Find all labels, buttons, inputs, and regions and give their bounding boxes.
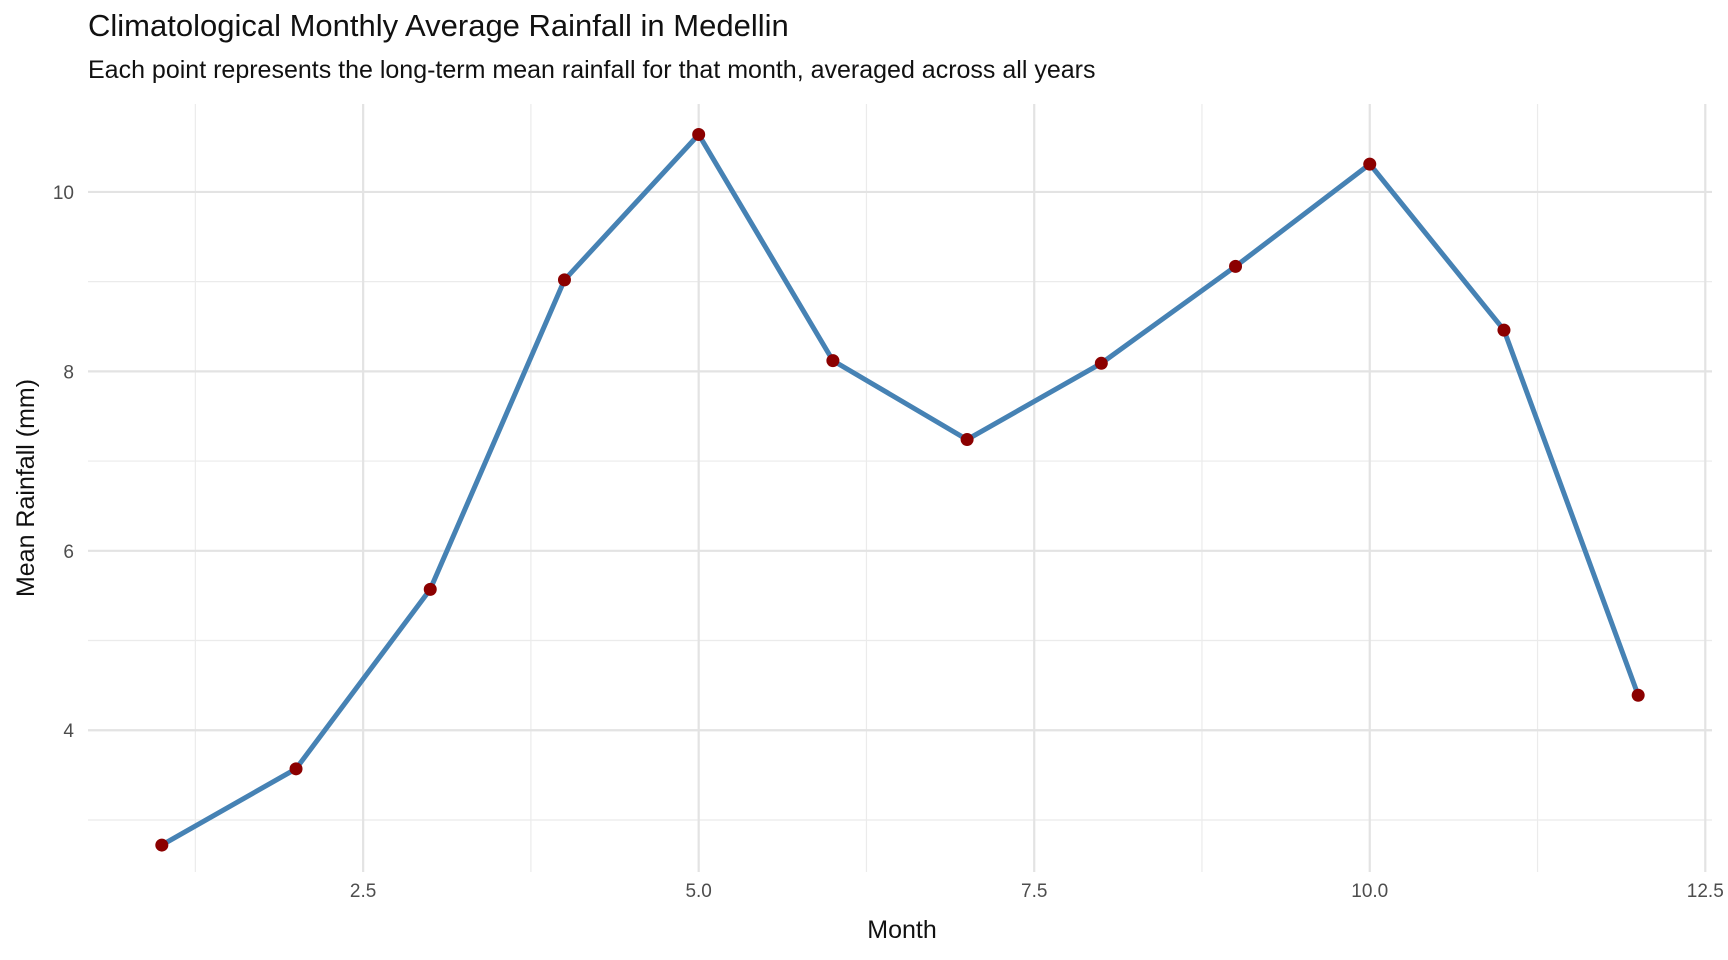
y-axis-title: Mean Rainfall (mm) — [12, 379, 40, 597]
data-point — [960, 433, 974, 447]
data-point — [423, 582, 437, 596]
y-tick-label: 4 — [63, 721, 74, 742]
data-point — [1631, 688, 1645, 702]
data-point — [155, 838, 169, 852]
x-axis-ticks: 2.5 5.0 7.5 10.0 12.5 — [350, 881, 1724, 902]
major-gridlines — [88, 104, 1712, 872]
data-point — [826, 354, 840, 368]
series-line — [159, 132, 1641, 848]
chart-subtitle: Each point represents the long-term mean… — [88, 56, 1096, 84]
y-tick-label: 6 — [63, 542, 74, 563]
x-tick-label: 10.0 — [1351, 881, 1388, 902]
data-point — [289, 762, 303, 776]
data-point — [557, 273, 571, 287]
data-point — [1094, 356, 1108, 370]
chart-title: Climatological Monthly Average Rainfall … — [88, 8, 789, 43]
y-tick-label: 10 — [53, 183, 74, 204]
x-tick-label: 2.5 — [350, 881, 376, 902]
data-point — [1497, 323, 1511, 337]
data-point — [1363, 157, 1377, 171]
y-axis-ticks: 4 6 8 10 — [53, 183, 75, 742]
minor-gridlines — [88, 104, 1712, 872]
x-tick-label: 12.5 — [1687, 881, 1724, 902]
x-tick-label: 5.0 — [685, 881, 711, 902]
series-layer — [155, 128, 1645, 852]
x-axis-title: Month — [867, 916, 936, 944]
data-point — [692, 128, 706, 142]
y-tick-label: 8 — [63, 362, 74, 383]
x-tick-label: 7.5 — [1021, 881, 1047, 902]
data-point — [1229, 259, 1243, 273]
